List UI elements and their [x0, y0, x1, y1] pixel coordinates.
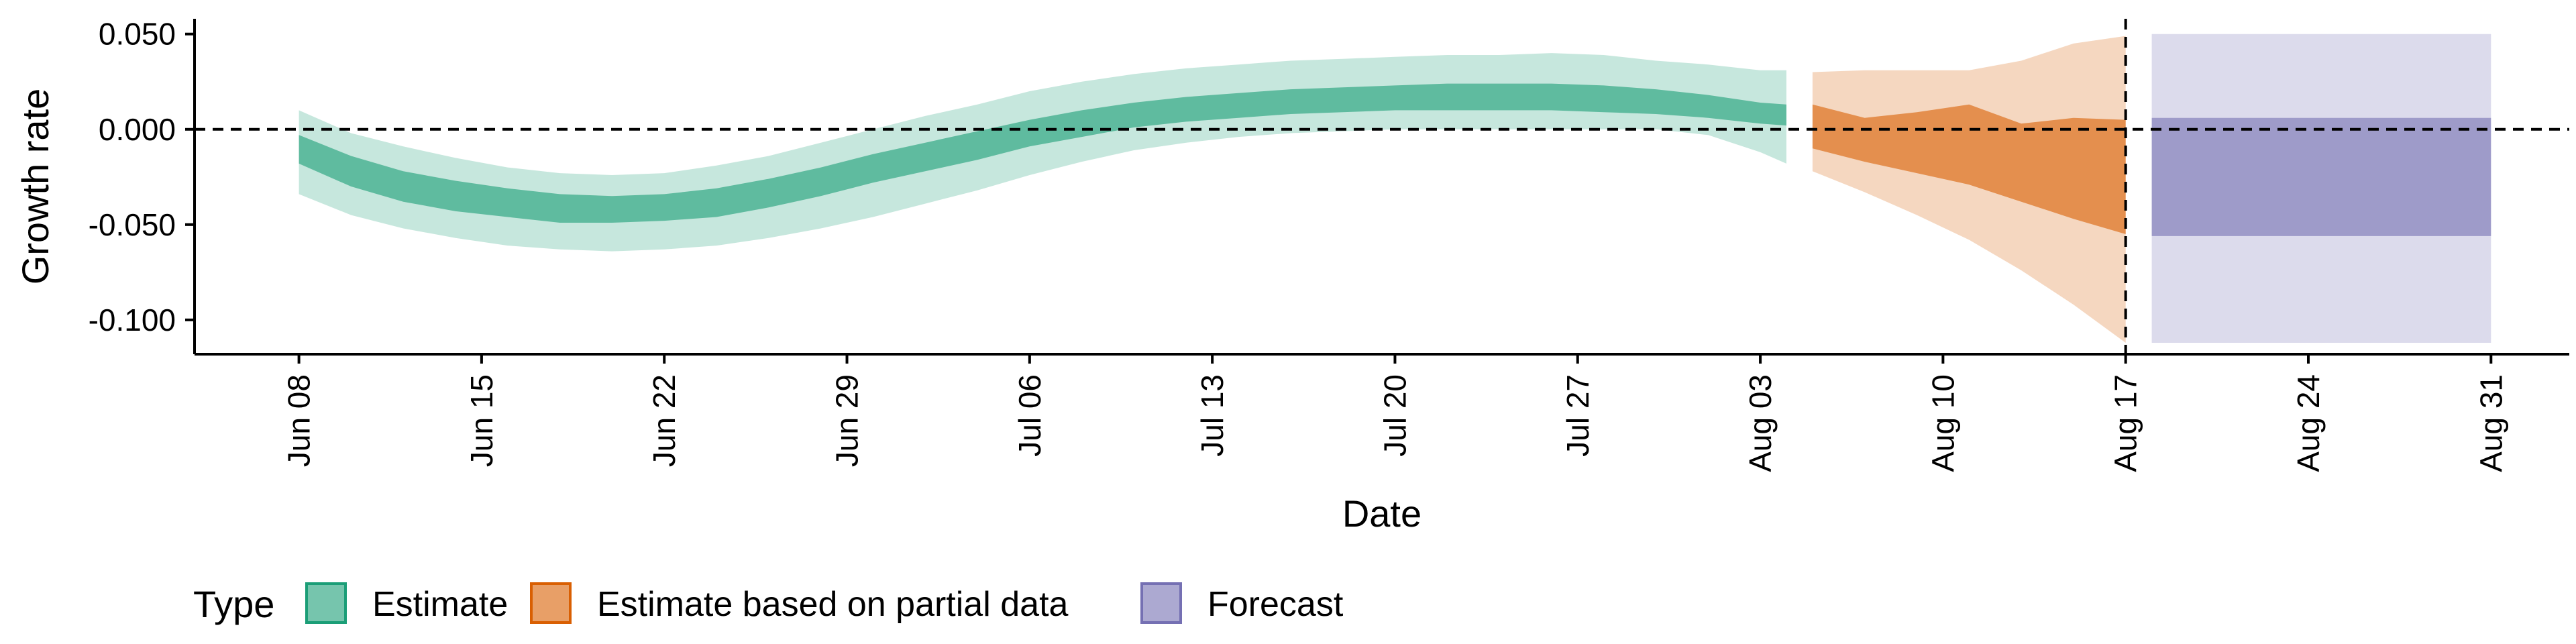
y-tick-label: 0.050: [99, 17, 176, 52]
y-tick-label: -0.100: [89, 303, 176, 337]
ribbon-layer: [299, 34, 2491, 343]
legend-key-swatch: [305, 582, 347, 624]
legend-key-swatch: [530, 582, 572, 624]
ribbon-50-2: [2151, 117, 2491, 236]
legend: Type Estimate Estimate based on partial d…: [193, 582, 1344, 625]
y-tick-label: -0.050: [89, 207, 176, 242]
x-tick-label: Jul 13: [1195, 374, 1230, 457]
reference-lines: [195, 19, 2569, 354]
x-tick-label: Jun 29: [830, 374, 865, 467]
legend-item-label: Estimate based on partial data: [597, 585, 1069, 624]
x-tick-label: Aug 31: [2473, 374, 2508, 472]
x-tick-label: Aug 03: [1743, 374, 1778, 472]
legend-key-swatch: [1140, 582, 1182, 624]
ribbon-50-1: [1812, 104, 2126, 234]
x-tick-label: Jun 22: [647, 374, 682, 467]
x-tick-label: Jun 15: [464, 374, 499, 467]
y-tick-label: 0.000: [99, 112, 176, 147]
x-tick-label: Jul 20: [1377, 374, 1412, 457]
x-tick-label: Jul 06: [1012, 374, 1047, 457]
x-tick-label: Aug 24: [2291, 374, 2326, 472]
legend-title: Type: [193, 583, 274, 625]
x-tick-label: Jul 27: [1560, 374, 1595, 457]
y-axis-title: Growth rate: [14, 89, 56, 285]
ribbon-90-1: [1812, 36, 2126, 343]
x-tick-label: Jun 08: [282, 374, 317, 467]
x-tick-label: Aug 17: [2108, 374, 2143, 472]
x-axis-title: Date: [1342, 492, 1421, 535]
x-tick-label: Aug 10: [1925, 374, 1960, 472]
legend-item-label: Estimate: [372, 585, 508, 624]
axes-layer: 0.050 0.000 -0.050 -0.100 Jun 08 Jun 15 Jun 22…: [89, 17, 2569, 472]
legend-item-label: Forecast: [1208, 585, 1344, 624]
ribbon-50-0: [299, 83, 1786, 223]
